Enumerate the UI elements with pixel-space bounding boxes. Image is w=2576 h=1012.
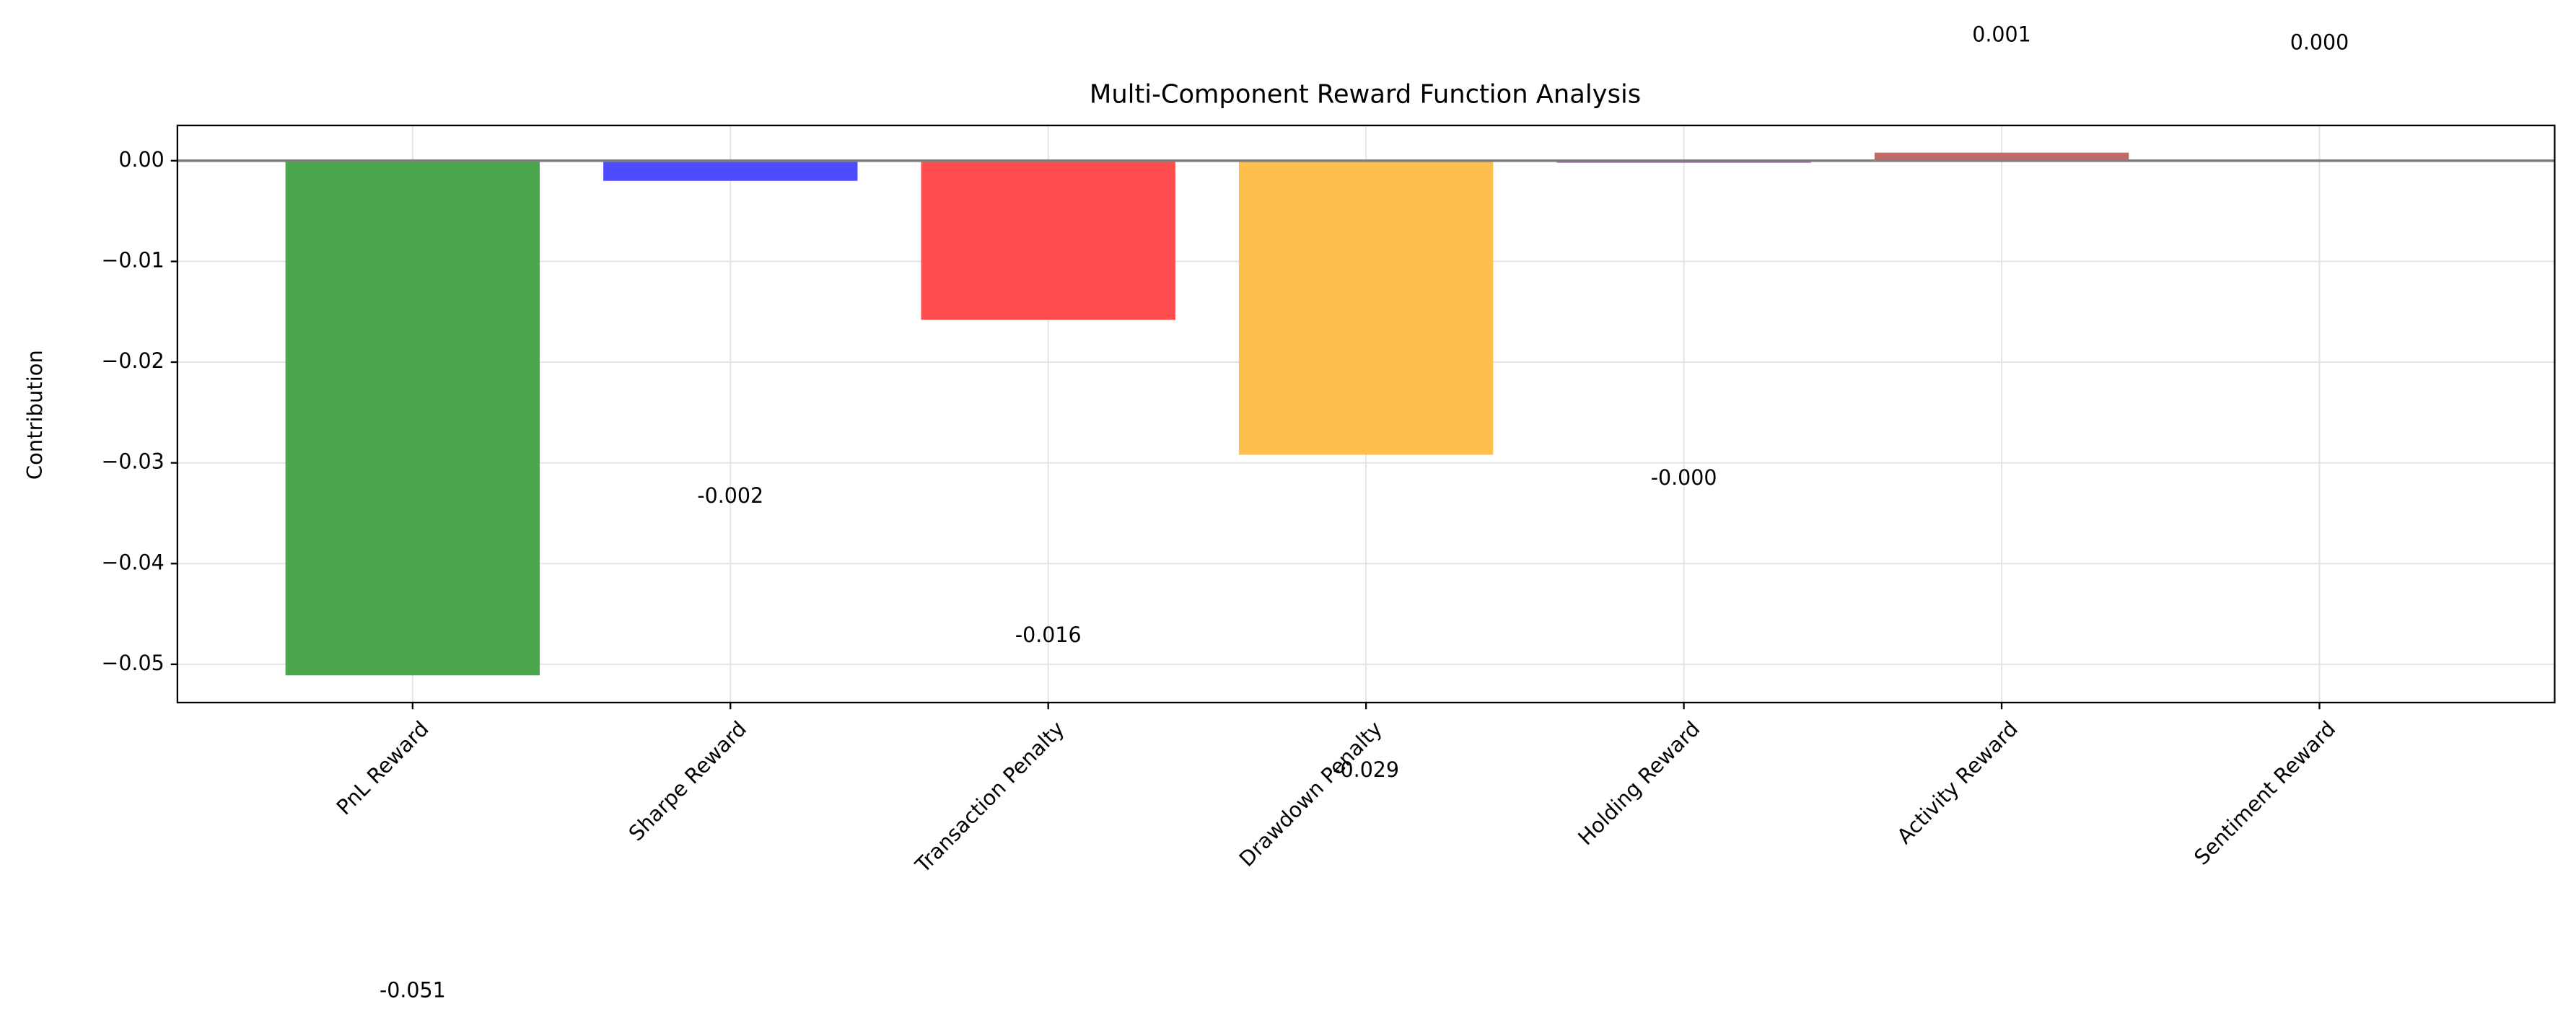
- bar: [921, 160, 1175, 320]
- y-tick-label: −0.01: [101, 247, 164, 272]
- y-tick-label: −0.02: [101, 348, 164, 373]
- value-label: 0.001: [1972, 22, 2030, 46]
- y-tick-label: −0.04: [101, 550, 164, 574]
- y-tick-label: −0.05: [101, 651, 164, 675]
- y-axis-label: Contribution: [22, 350, 47, 480]
- bar: [1874, 152, 2129, 161]
- y-tick-label: −0.03: [101, 449, 164, 473]
- bar: [1238, 160, 1494, 455]
- value-label: -0.051: [380, 977, 446, 1002]
- bar: [285, 160, 540, 676]
- value-label: 0.000: [2290, 30, 2349, 54]
- value-label: -0.002: [697, 483, 763, 508]
- value-label: -0.029: [1333, 757, 1399, 782]
- chart-title: Multi-Component Reward Function Analysis: [1090, 79, 1641, 109]
- bar: [603, 160, 858, 181]
- y-tick-label: 0.00: [118, 147, 164, 172]
- plot-frame: [176, 124, 2556, 704]
- value-label: -0.016: [1015, 622, 1082, 647]
- value-label: -0.000: [1651, 465, 1717, 490]
